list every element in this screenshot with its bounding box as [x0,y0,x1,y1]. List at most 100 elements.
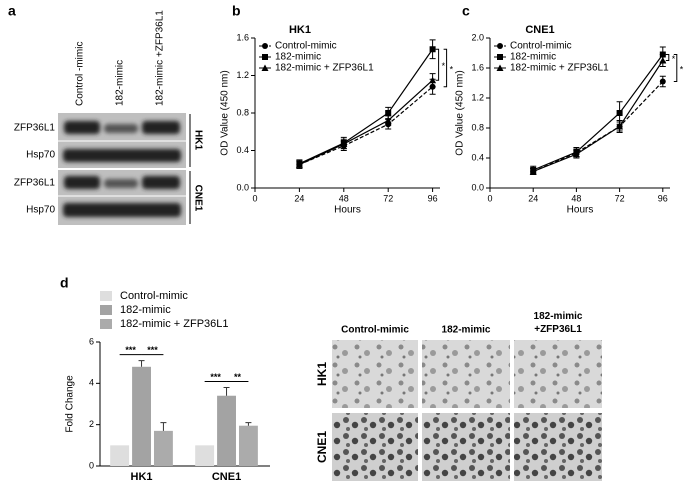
legend-label: 182-mimic + ZFP36L1 [275,63,374,74]
significance-label: *** [210,372,221,382]
micrograph [514,413,602,481]
y-tick-label: 0.8 [471,122,484,132]
protein-label: Hsp70 [26,205,55,216]
condition-label: 182-mimic [442,325,491,336]
marker [385,110,392,116]
legend-label: 182-mimic + ZFP36L1 [120,318,229,330]
x-tick-label: 96 [428,193,438,203]
significance-bracket [443,48,448,88]
cell-line-label: HK1 [192,130,203,150]
lane-label: Control -mimic [75,42,86,106]
blot-band [104,124,138,133]
significance-label: *** [147,345,158,355]
chart-title: HK1 [289,24,311,36]
legend-label: Control-mimic [120,290,188,302]
x-tick-label: 72 [615,193,625,203]
x-axis-label: Hours [334,205,361,216]
significance-bracket [665,54,670,61]
y-tick-label: 0.0 [471,182,484,192]
significance-bracket [673,54,678,82]
bar [195,445,215,466]
x-tick-label: 0 [252,193,257,203]
legend-swatch [100,291,112,301]
panel-label: c [462,3,470,19]
marker [384,117,392,124]
y-tick-label: 0.4 [471,152,484,162]
significance-label: ** [234,372,242,382]
marker [496,64,504,71]
micrograph [332,340,418,408]
x-tick-label: HK1 [131,471,153,483]
marker [295,161,303,168]
legend-label: Control-mimic [510,41,572,52]
series-line [299,48,434,165]
error-bar [223,386,230,396]
panel-label: b [232,3,241,19]
y-tick-label: 2.0 [471,32,484,42]
bar [217,395,236,466]
error-bar [245,422,252,426]
y-tick-label: 1.2 [471,92,484,102]
panel-label: d [60,275,69,291]
marker [529,168,537,175]
micrograph [332,413,418,481]
legend-label: 182-mimic [510,52,556,63]
marker [261,64,269,71]
cell-line-label: HK1 [315,362,329,386]
chart-title: CNE1 [525,24,554,36]
x-tick-label: 24 [528,193,538,203]
error-bar [160,422,167,431]
blot-band [64,121,100,134]
series-line [532,60,664,173]
marker [497,43,503,49]
y-tick-label: 4 [89,378,94,388]
x-tick-label: 96 [658,193,668,203]
micrographs [332,340,602,481]
bar [132,366,151,466]
protein-label: ZFP36L1 [14,123,56,134]
legend-label: 182-mimic [275,52,321,63]
legend-swatch [100,319,112,329]
marker [616,110,623,116]
marker [262,54,268,60]
significance-label: * [450,64,454,74]
micrograph [422,340,510,408]
marker [659,78,666,85]
significance-label: * [672,54,676,64]
x-tick-label: 24 [294,193,304,203]
legend-swatch [100,305,112,315]
marker [659,57,667,64]
lane-label: 182-mimic +ZFP36L1 [155,10,166,106]
marker [262,43,268,49]
significance-label: *** [125,345,136,355]
y-axis-label: Fold Change [65,375,76,433]
x-tick-label: 0 [487,193,492,203]
significance-label: * [680,64,684,74]
condition-label: 182-mimic +ZFP36L1 [534,311,583,335]
marker [429,46,436,53]
y-tick-label: 0.8 [236,107,249,117]
marker [497,54,503,60]
significance-label: * [442,61,446,71]
series-line [299,86,433,166]
y-tick-label: 0.4 [236,145,249,155]
blot-band [63,203,181,217]
y-tick-label: 0 [89,460,94,470]
series-line [299,79,434,166]
marker [572,150,580,158]
series-line [532,81,664,173]
legend-label: 182-mimic + ZFP36L1 [510,63,609,74]
series-line [532,54,664,171]
condition-label: Control-mimic [341,325,409,336]
x-tick-label: CNE1 [212,471,241,483]
x-tick-label: 48 [571,193,581,203]
panel-label: a [8,3,16,19]
protein-label: Hsp70 [26,150,55,161]
micrograph [514,340,602,408]
significance-bracket [435,48,440,81]
legend-label: Control-mimic [275,41,337,52]
western-blot [58,113,191,225]
cell-line-label: CNE1 [192,185,203,212]
x-axis-label: Hours [567,205,594,216]
